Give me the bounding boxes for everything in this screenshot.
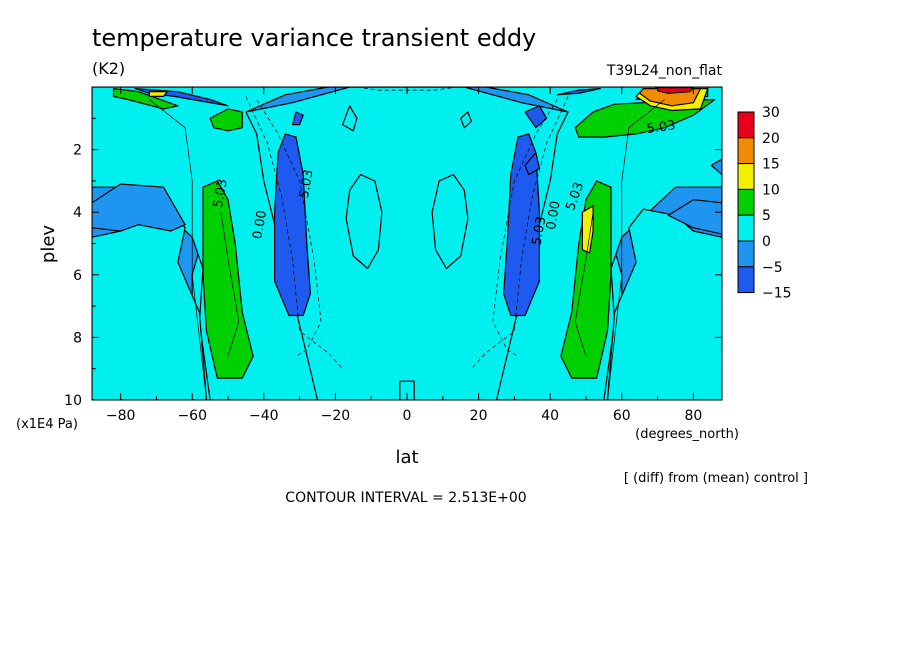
contour-region-20	[209, 108, 243, 132]
x-tick-label-3: −20	[321, 408, 351, 424]
colorbar-swatch-6	[737, 266, 755, 294]
contour-region-10	[460, 111, 472, 129]
contour-label-1: 0.00	[250, 209, 270, 240]
colorbar-label-3: 10	[762, 182, 780, 198]
x-axis-units: (degrees_north)	[635, 427, 739, 442]
x-tick-label-0: −80	[106, 408, 136, 424]
y-tick-label-0: 2	[73, 143, 82, 159]
colorbar-label-2: 15	[762, 157, 780, 173]
contour-label-0: 5.03	[211, 178, 231, 209]
contour-region-29	[657, 87, 694, 94]
colorbar-swatch-1	[737, 137, 755, 165]
x-tick-label-8: 80	[684, 408, 702, 424]
contour-region-7	[345, 174, 383, 270]
contour-region-27	[581, 205, 594, 254]
contour-region-15	[503, 133, 540, 317]
contour-fills	[92, 87, 722, 400]
contour-labels: 5.030.005.035.035.030.005.03	[211, 118, 677, 246]
y-tick-label-4: 10	[64, 393, 82, 409]
colorbar-swatch-4	[737, 214, 755, 242]
colorbar-swatch-0	[737, 111, 755, 139]
contour-region-16	[524, 105, 548, 129]
y-tick-label-2: 6	[73, 268, 82, 284]
chart-title: temperature variance transient eddy	[92, 24, 536, 52]
contour-region-19	[202, 180, 254, 379]
contour-line-6	[492, 99, 558, 357]
colorbar-swatch-5	[737, 240, 755, 268]
plot-area: 5.030.005.035.035.030.005.03	[92, 87, 722, 400]
colorbar-label-6: −5	[762, 260, 783, 276]
contour-line-0	[149, 99, 207, 400]
contour-line-2	[220, 212, 240, 357]
contour-region-25	[148, 91, 168, 97]
contour-region-28	[639, 88, 702, 107]
contour-region-4	[92, 183, 186, 232]
contour-region-8	[431, 174, 469, 270]
contour-lines	[149, 87, 665, 400]
contour-line-5	[245, 96, 343, 369]
contour-region-1	[92, 87, 722, 400]
colorbar-swatch-3	[737, 188, 755, 216]
axis-ticks: −80 −60 −40 −20 0 20 40 60 80 2 4 6 8 10	[64, 87, 722, 424]
colorbar-label-1: 20	[762, 131, 780, 147]
contour-region-9	[342, 105, 358, 132]
colorbar-label-0: 30	[762, 105, 780, 121]
contour-region-6	[710, 158, 722, 176]
x-axis-label: lat	[395, 447, 418, 468]
x-tick-label-4: 0	[403, 408, 412, 424]
contour-region-5	[667, 199, 722, 235]
contour-region-21	[112, 88, 179, 110]
contour-region-11	[399, 380, 415, 400]
colorbar-swatch-2	[737, 163, 755, 190]
y-tick-label-3: 8	[73, 330, 82, 346]
contour-region-13	[291, 111, 304, 126]
contour-label-5: 0.00	[544, 200, 564, 231]
y-axis-units: (x1E4 Pa)	[16, 417, 78, 432]
colorbar-label-4: 5	[762, 208, 771, 224]
contour-line-1	[607, 99, 665, 400]
contour-region-2	[92, 186, 208, 400]
colorbar-label-5: 0	[762, 234, 771, 250]
contour-label-2: 5.03	[297, 168, 317, 199]
contour-label-3: 5.03	[646, 118, 677, 137]
comparison-note: [ (diff) from (mean) control ]	[624, 471, 808, 486]
x-tick-label-2: −40	[249, 408, 279, 424]
chart-units: (K2)	[92, 59, 125, 78]
contour-region-22	[560, 180, 612, 379]
y-axis-label: plev	[38, 225, 59, 264]
contour-line-7	[471, 96, 569, 369]
contour-region-17	[524, 152, 540, 176]
contour-region-18	[556, 88, 601, 96]
x-tick-label-7: 60	[613, 408, 631, 424]
x-tick-label-5: 20	[470, 408, 488, 424]
x-tick-label-1: −60	[177, 408, 207, 424]
colorbar-label-7: −15	[762, 286, 792, 302]
contour-interval: CONTOUR INTERVAL = 2.513E+00	[285, 490, 526, 506]
run-label: T39L24_non_flat	[606, 63, 723, 79]
colorbar: 30 20 15 10 5 0 −5 −15	[737, 105, 792, 302]
x-tick-label-6: 40	[541, 408, 559, 424]
y-tick-label-1: 4	[73, 205, 82, 221]
contour-line-4	[256, 99, 322, 357]
contour-line-3	[574, 212, 594, 357]
contour-label-4: 5.03	[530, 215, 550, 246]
contour-region-3	[606, 186, 722, 400]
contour-region-12	[274, 133, 311, 317]
